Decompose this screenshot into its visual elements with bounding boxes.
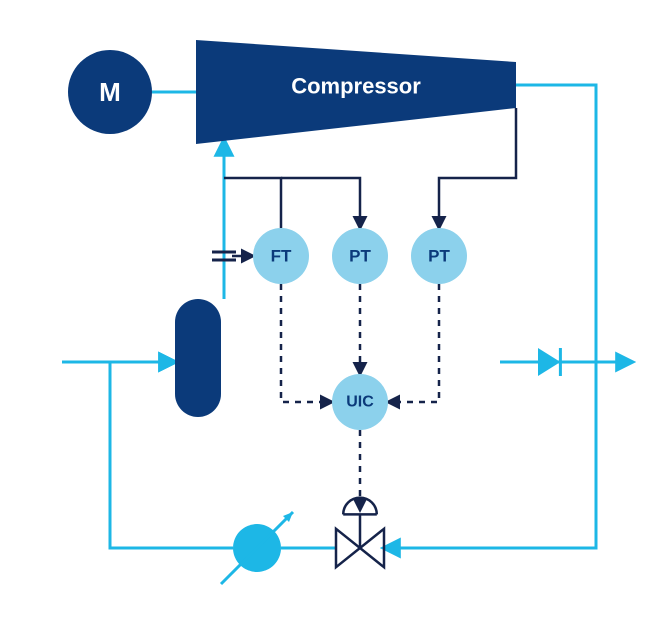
edge-recycle-down: [384, 362, 596, 548]
pid-diagram: M Compressor FT PT PT UIC: [0, 0, 657, 639]
edge-pt2-to-uic: [388, 284, 439, 402]
ft-label: FT: [271, 247, 292, 266]
valve-right: [360, 529, 384, 567]
edge-suction-tap: [224, 178, 281, 228]
uic-label: UIC: [346, 394, 374, 411]
valve-left: [336, 529, 360, 567]
motor-label: M: [99, 77, 121, 107]
edge-suction-pt-tap: [281, 178, 360, 228]
edges: [62, 85, 632, 548]
check-valve-triangle: [538, 348, 560, 376]
pt2-label: PT: [428, 247, 450, 266]
compressor-label: Compressor: [291, 74, 421, 99]
edge-comp-to-discharge: [516, 85, 596, 362]
nodes: M Compressor FT PT PT UIC: [68, 40, 560, 584]
edge-discharge-pt-tap: [439, 108, 516, 228]
separator-vessel: [175, 299, 221, 417]
edge-ft-to-uic: [281, 284, 332, 402]
pt1-label: PT: [349, 247, 371, 266]
